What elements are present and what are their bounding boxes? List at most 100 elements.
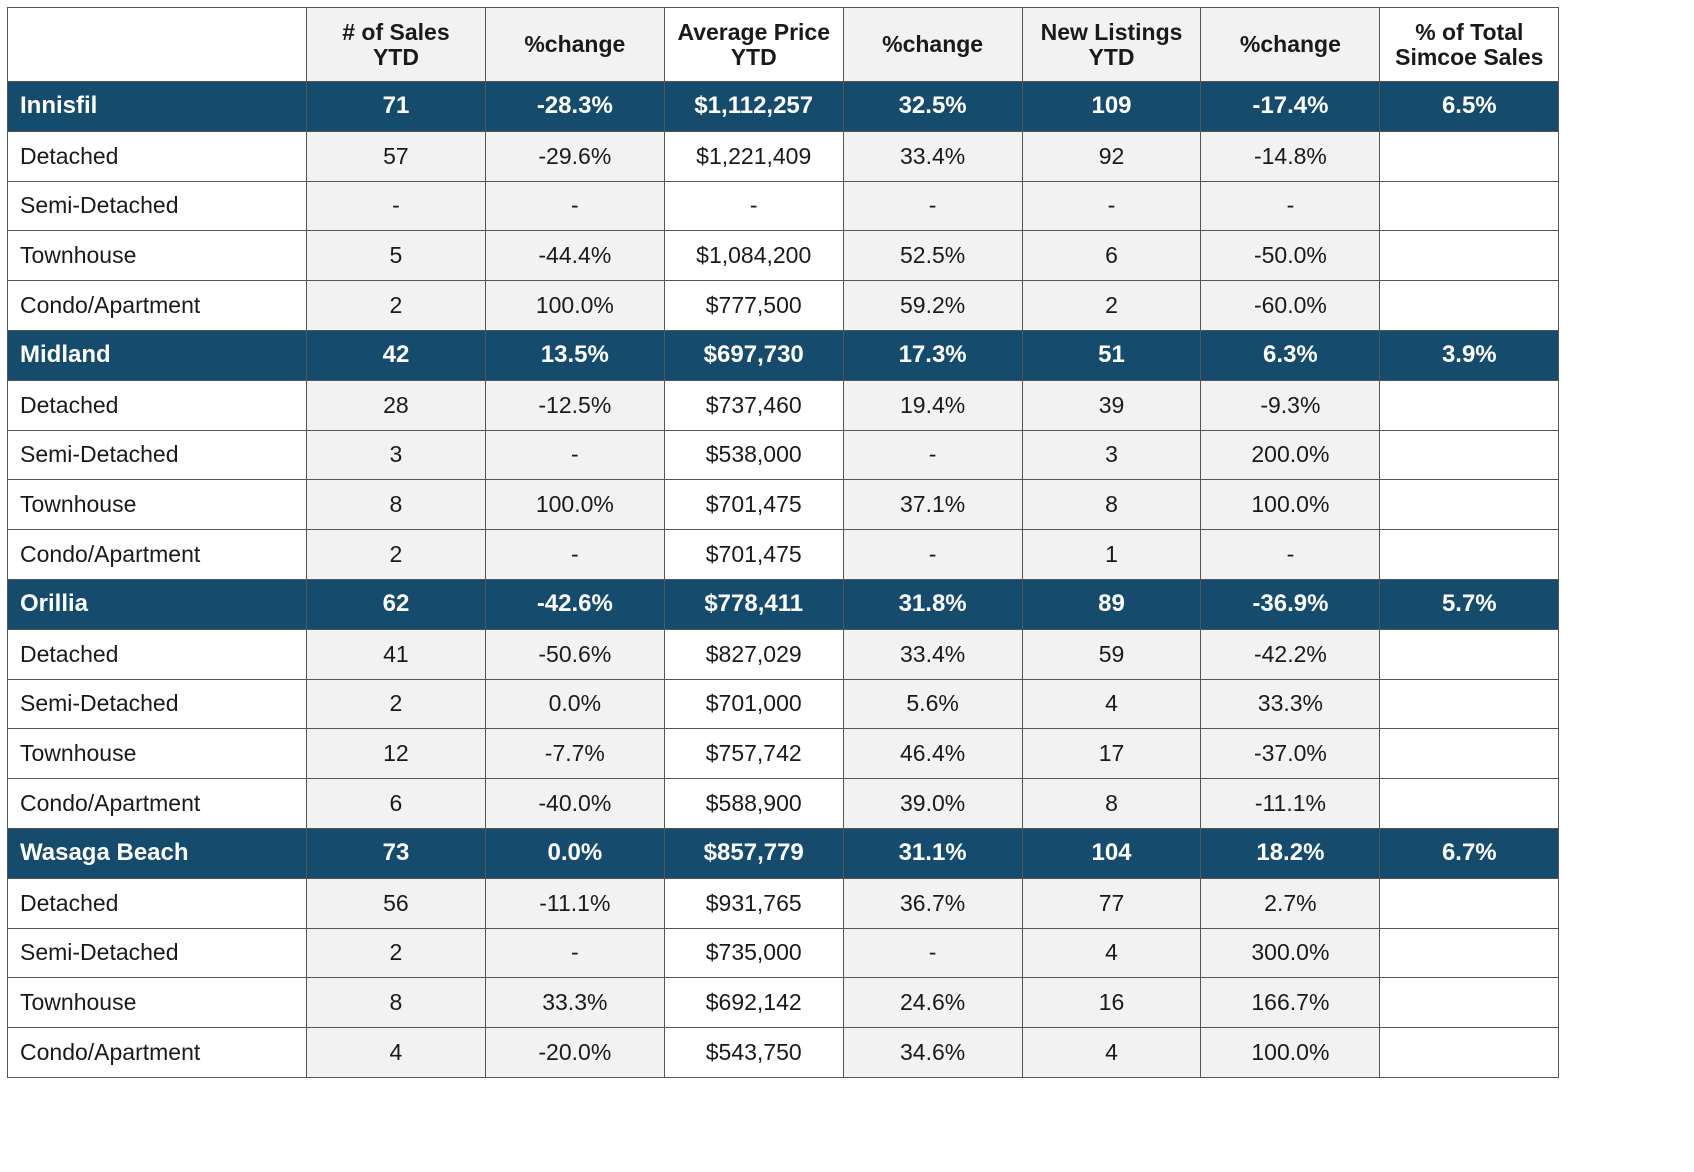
- group-average-price-cell: $697,730: [663, 329, 844, 381]
- new-listings-cell: 16: [1021, 977, 1202, 1029]
- sales-change-cell: 0.0%: [484, 678, 665, 730]
- group-listings-change-cell: -36.9%: [1200, 578, 1381, 630]
- group-share-of-total-cell: 6.7%: [1379, 827, 1560, 879]
- share-of-total-cell: [1379, 628, 1560, 680]
- table-row: Condo/Apartment 4 -20.0% $543,750 34.6% 4 100.…: [7, 1027, 1560, 1078]
- group-name: Innisfil: [7, 81, 307, 132]
- new-listings-cell: 3: [1021, 429, 1202, 481]
- group-sales-change-cell: 13.5%: [484, 329, 665, 381]
- sales-ytd-cell: 2: [306, 678, 486, 730]
- share-of-total-cell: [1379, 778, 1560, 829]
- property-type-label: Semi-Detached: [7, 180, 307, 232]
- new-listings-cell: 2: [1021, 280, 1202, 331]
- share-of-total-cell: [1379, 678, 1560, 730]
- average-price-cell: $777,500: [663, 280, 844, 331]
- table-row: Condo/Apartment 2- $701,475-1-: [7, 529, 1560, 580]
- average-price-cell: $827,029: [663, 628, 844, 680]
- sales-ytd-cell: 8: [306, 977, 486, 1029]
- table-header-row: # of Sales YTD %change Average Price YTD…: [7, 7, 1560, 82]
- sales-change-cell: -40.0%: [484, 778, 665, 829]
- group-row: Orillia 62 -42.6% $778,411 31.8% 89 -36.9% 5.7%: [7, 578, 1560, 630]
- group-price-change-cell: 32.5%: [842, 81, 1023, 132]
- new-listings-cell: 4: [1021, 1027, 1202, 1078]
- group-price-change-cell: 17.3%: [842, 329, 1023, 381]
- average-price-cell: -: [663, 180, 844, 232]
- property-type-label: Condo/Apartment: [7, 1027, 307, 1078]
- share-of-total-cell: [1379, 230, 1560, 282]
- group-share-of-total-cell: 6.5%: [1379, 81, 1560, 132]
- listings-change-cell: 100.0%: [1200, 1027, 1381, 1078]
- group-listings-change-cell: 18.2%: [1200, 827, 1381, 879]
- table-row: Semi-Detached 2 0.0% $701,000 5.6% 4 33.3%: [7, 678, 1560, 730]
- property-type-label: Semi-Detached: [7, 429, 307, 481]
- listings-change-cell: -9.3%: [1200, 379, 1381, 431]
- table-row: Condo/Apartment 2 100.0% $777,500 59.2% 2 -60.…: [7, 280, 1560, 331]
- group-new-listings-cell: 51: [1021, 329, 1202, 381]
- sales-change-cell: -29.6%: [484, 130, 665, 182]
- share-of-total-cell: [1379, 379, 1560, 431]
- new-listings-cell: 4: [1021, 927, 1202, 979]
- price-change-cell: 36.7%: [842, 877, 1023, 929]
- sales-change-cell: -44.4%: [484, 230, 665, 282]
- new-listings-cell: 8: [1021, 778, 1202, 829]
- table-row: Condo/Apartment 6 -40.0% $588,900 39.0% 8 -11.…: [7, 778, 1560, 829]
- share-of-total-cell: [1379, 728, 1560, 780]
- table-row: Townhouse 8 33.3% $692,142 24.6% 16 166.7%: [7, 977, 1560, 1029]
- group-row: Midland 42 13.5% $697,730 17.3% 51 6.3% 3.9%: [7, 329, 1560, 381]
- sales-change-cell: -: [484, 529, 665, 580]
- price-change-cell: 34.6%: [842, 1027, 1023, 1078]
- sales-ytd-cell: 4: [306, 1027, 486, 1078]
- new-listings-cell: 39: [1021, 379, 1202, 431]
- price-change-cell: 59.2%: [842, 280, 1023, 331]
- group-name: Midland: [7, 329, 307, 381]
- share-of-total-cell: [1379, 927, 1560, 979]
- price-change-cell: 19.4%: [842, 379, 1023, 431]
- group-listings-change-cell: -17.4%: [1200, 81, 1381, 132]
- sales-change-cell: -12.5%: [484, 379, 665, 431]
- new-listings-cell: 8: [1021, 479, 1202, 531]
- group-listings-change-cell: 6.3%: [1200, 329, 1381, 381]
- property-type-label: Townhouse: [7, 728, 307, 780]
- header-blank-cell: [7, 7, 307, 82]
- group-average-price-cell: $778,411: [663, 578, 844, 630]
- group-new-listings-cell: 109: [1021, 81, 1202, 132]
- group-sales-ytd-cell: 71: [306, 81, 486, 132]
- sales-ytd-cell: 28: [306, 379, 486, 431]
- table-row: Semi-Detached 3- $538,000-3 200.0%: [7, 429, 1560, 481]
- listings-change-cell: -42.2%: [1200, 628, 1381, 680]
- price-change-cell: 24.6%: [842, 977, 1023, 1029]
- new-listings-cell: 4: [1021, 678, 1202, 730]
- sales-ytd-cell: -: [306, 180, 486, 232]
- share-of-total-cell: [1379, 479, 1560, 531]
- average-price-cell: $538,000: [663, 429, 844, 481]
- property-type-label: Townhouse: [7, 479, 307, 531]
- price-change-cell: 33.4%: [842, 130, 1023, 182]
- header-listings-change: %change: [1200, 7, 1381, 82]
- sales-ytd-cell: 56: [306, 877, 486, 929]
- sales-ytd-cell: 2: [306, 280, 486, 331]
- group-price-change-cell: 31.1%: [842, 827, 1023, 879]
- group-share-of-total-cell: 5.7%: [1379, 578, 1560, 630]
- header-new-listings-ytd: New Listings YTD: [1021, 7, 1202, 82]
- group-share-of-total-cell: 3.9%: [1379, 329, 1560, 381]
- sales-ytd-cell: 8: [306, 479, 486, 531]
- listings-change-cell: -37.0%: [1200, 728, 1381, 780]
- listings-change-cell: -14.8%: [1200, 130, 1381, 182]
- property-type-label: Townhouse: [7, 230, 307, 282]
- group-sales-ytd-cell: 62: [306, 578, 486, 630]
- listings-change-cell: 2.7%: [1200, 877, 1381, 929]
- group-name: Wasaga Beach: [7, 827, 307, 879]
- property-type-label: Detached: [7, 628, 307, 680]
- listings-change-cell: -: [1200, 180, 1381, 232]
- sales-change-cell: -11.1%: [484, 877, 665, 929]
- price-change-cell: -: [842, 180, 1023, 232]
- average-price-cell: $588,900: [663, 778, 844, 829]
- price-change-cell: -: [842, 429, 1023, 481]
- new-listings-cell: 59: [1021, 628, 1202, 680]
- group-sales-change-cell: 0.0%: [484, 827, 665, 879]
- new-listings-cell: 77: [1021, 877, 1202, 929]
- group-name: Orillia: [7, 578, 307, 630]
- listings-change-cell: 200.0%: [1200, 429, 1381, 481]
- share-of-total-cell: [1379, 877, 1560, 929]
- average-price-cell: $737,460: [663, 379, 844, 431]
